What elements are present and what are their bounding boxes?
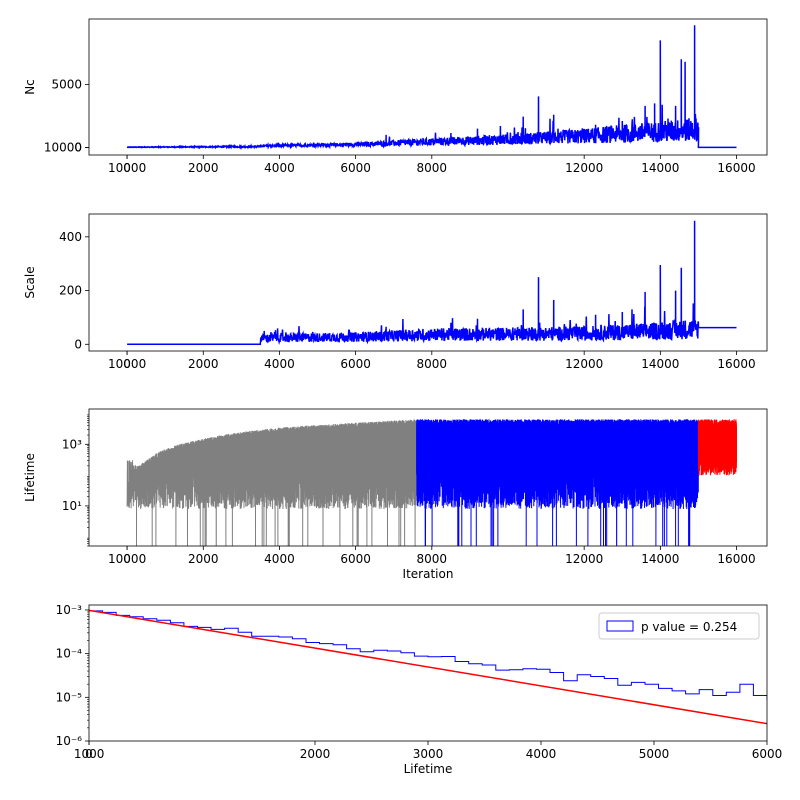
axes-frame (88, 408, 768, 547)
y-tick-label: 10³ (62, 437, 82, 451)
x-tick-label: 4000 (264, 161, 295, 175)
x-tick-label: 10000 (108, 552, 146, 566)
legend-swatch (606, 620, 634, 632)
y-tick-label: 0 (74, 140, 82, 154)
x-tick-label: 14000 (641, 357, 679, 371)
x-tick-label: 10000 (108, 357, 146, 371)
x-tick-label: 3000 (413, 747, 444, 761)
y-axis-label: Scale (23, 266, 37, 298)
x-tick-label: 4000 (526, 747, 557, 761)
nc-panel: 0 2000 4000 6000 8000 10000 12000 14000 16000 0 50… (23, 18, 768, 175)
x-tick-label: 8000 (417, 552, 448, 566)
y-tick-label: 400 (59, 230, 82, 244)
legend-box (598, 612, 760, 640)
x-tick-label: 4000 (264, 357, 295, 371)
axes-frame (88, 604, 768, 742)
x-tick-label: 6000 (752, 747, 783, 761)
y-tick-label: 10000 (44, 140, 82, 154)
fit-line (89, 609, 767, 725)
x-tick-label: 2000 (188, 357, 219, 371)
x-tick-label: 6000 (340, 357, 371, 371)
x-tick-label: 6000 (340, 552, 371, 566)
x-tick-label: 14000 (641, 161, 679, 175)
x-tick-label: 12000 (565, 161, 603, 175)
y-tick-label: 5000 (51, 77, 82, 91)
axes-frame (88, 18, 768, 156)
x-tick-label: 0 (123, 161, 131, 175)
x-tick-label: 12000 (565, 357, 603, 371)
x-tick-label: 0 (123, 552, 131, 566)
x-tick-label: 0 (85, 747, 93, 761)
scale-panel: 0 2000 4000 6000 8000 10000 12000 14000 16000 0 20… (23, 213, 768, 371)
x-tick-label: 8000 (417, 161, 448, 175)
y-tick-label: 10⁻⁶ (56, 734, 83, 748)
x-tick-label: 2000 (188, 552, 219, 566)
x-tick-label: 4000 (264, 552, 295, 566)
x-tick-label: 6000 (340, 161, 371, 175)
x-tick-label: 16000 (717, 552, 755, 566)
y-tick-label: 10⁻⁵ (56, 690, 83, 704)
x-axis-label: Lifetime (404, 762, 453, 776)
series-line (126, 25, 737, 151)
x-tick-label: 5000 (639, 747, 670, 761)
series-line (127, 220, 737, 346)
y-tick-label: 10⁻³ (56, 603, 83, 617)
axes-frame (88, 213, 768, 352)
y-tick-label: 0 (74, 337, 82, 351)
y-axis-label: Lifetime (23, 453, 37, 502)
x-axis-label: Iteration (403, 567, 454, 581)
series-segment (126, 419, 418, 546)
y-axis-label: Nc (23, 79, 37, 95)
histogram-steps (89, 610, 767, 700)
x-tick-label: 2000 (300, 747, 331, 761)
x-tick-label: 14000 (641, 552, 679, 566)
x-tick-label: 16000 (717, 161, 755, 175)
x-tick-label: 8000 (417, 357, 448, 371)
x-tick-label: 0 (123, 357, 131, 371)
y-tick-label: 10¹ (62, 499, 82, 513)
x-tick-label: 10000 (108, 161, 146, 175)
x-tick-label: 16000 (717, 357, 755, 371)
legend-label: p value = 0.254 (641, 620, 737, 634)
y-tick-label: 200 (59, 284, 82, 298)
lifetime-panel: 0 2000 4000 6000 8000 10000 12000 14000 16000 10¹… (23, 408, 768, 581)
series-segment (416, 419, 699, 546)
x-tick-label: 2000 (188, 161, 219, 175)
y-tick-label: 10⁻⁴ (56, 647, 83, 661)
x-tick-label: 12000 (565, 552, 603, 566)
series-segment (697, 419, 737, 476)
x-tick-label: 1000 (74, 747, 105, 761)
